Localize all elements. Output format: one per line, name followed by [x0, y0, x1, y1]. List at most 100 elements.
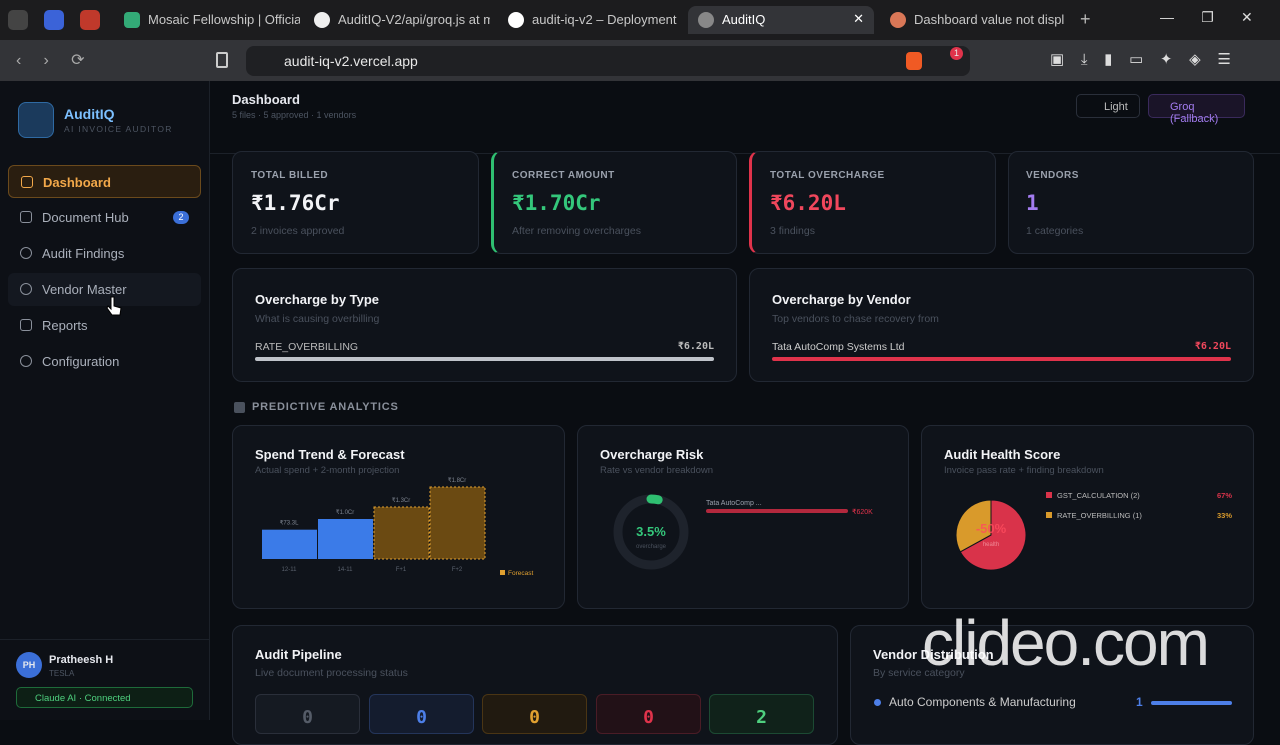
window-controls[interactable]: — ❐ ✕ [1160, 9, 1253, 25]
card-title: Audit Pipeline [255, 647, 342, 662]
vendor-bar [1151, 701, 1232, 705]
pie-caption: health [983, 542, 999, 548]
stat-label: CORRECT AMOUNT [512, 170, 615, 181]
item-amount: ₹6.20L [677, 341, 714, 352]
card-title: Overcharge Risk [600, 447, 704, 462]
pipeline-count: 0 [482, 694, 587, 734]
x-tick-label: 14-11 [338, 567, 354, 573]
overcharge-vendor-card: Overcharge by Vendor Top vendors to chas… [749, 268, 1254, 382]
stat-label: TOTAL BILLED [251, 170, 329, 181]
nav-label: Configuration [42, 354, 120, 369]
tab-active[interactable]: AuditIQ ✕ [688, 6, 874, 34]
stat-card: TOTAL BILLED ₹1.76Cr 2 invoices approved [232, 151, 479, 254]
stat-card: CORRECT AMOUNT ₹1.70Cr After removing ov… [491, 151, 737, 254]
divider [0, 639, 209, 640]
tab-title: Dashboard value not displ [914, 12, 1065, 27]
brave-icon[interactable] [906, 52, 922, 70]
nav-label: Audit Findings [42, 246, 125, 261]
tab[interactable]: audit-iq-v2 – Deployment [498, 6, 678, 34]
stat-value: ₹1.70Cr [512, 191, 601, 215]
bar [318, 519, 373, 559]
nav-item-active[interactable]: Dashboard [8, 165, 201, 198]
vendor-count: 1 [1136, 695, 1143, 709]
address-bar[interactable]: audit-iq-v2.vercel.app 1 [246, 46, 970, 76]
nav-item[interactable]: Vendor Master [8, 273, 201, 306]
card-subtitle: What is causing overbilling [255, 313, 380, 325]
nav-buttons[interactable]: ‹ › ⟳ [16, 52, 85, 69]
bar-label: ₹1.3Cr [392, 497, 411, 504]
menu-icon[interactable] [8, 10, 28, 30]
health-chart: GST_CALCULATION (2) 67% RATE_OVERBILLING (… [955, 491, 1232, 571]
model-pill[interactable]: Groq (Fallback) [1148, 94, 1245, 125]
tab[interactable]: Mosaic Fellowship | Official [114, 6, 300, 34]
card-title: Overcharge by Vendor [772, 292, 911, 307]
tagline: AI INVOICE AUDITOR [64, 124, 173, 134]
x-tick-label: F+2 [452, 567, 463, 573]
vendor-name: Auto Components & Manufacturing [889, 695, 1076, 709]
legend-value: 33% [1217, 511, 1232, 520]
tab-title: AuditIQ-V2/api/groq.js at m [338, 12, 490, 27]
pipeline-count: 0 [255, 694, 360, 734]
stat-note: After removing overcharges [512, 225, 641, 237]
nav-label: Reports [42, 318, 88, 333]
tab-title: Mosaic Fellowship | Official [148, 12, 300, 27]
status: Claude AI · Connected [35, 693, 131, 704]
vendor-bar [706, 509, 848, 513]
close-icon[interactable]: ✕ [853, 11, 864, 26]
page-title: Dashboard [232, 92, 300, 107]
risk-chart: 3.5% overcharge Tata AutoComp ... ₹620K [613, 494, 873, 570]
pie-slice [959, 499, 1027, 571]
legend-dot [874, 699, 881, 706]
card-title: Audit Health Score [944, 447, 1061, 462]
card-subtitle: Invoice pass rate + finding breakdown [944, 465, 1104, 476]
bar [373, 506, 430, 560]
pinned-tab[interactable] [80, 10, 100, 30]
avatar: PH [16, 652, 42, 678]
theme-toggle[interactable]: Light [1076, 94, 1140, 118]
new-tab[interactable]: + [1080, 9, 1091, 29]
bookmark-icon[interactable] [216, 52, 228, 68]
nav-label: Dashboard [43, 175, 111, 190]
tab[interactable]: Dashboard value not displ [880, 6, 1066, 34]
stat-value: 1 [1026, 191, 1039, 215]
app-name: AuditIQ [64, 106, 115, 122]
user-org: TESLA [49, 669, 75, 678]
pinned-tab[interactable] [44, 10, 64, 30]
nav-item[interactable]: Document Hub 2 [8, 201, 201, 234]
nav-item[interactable]: Audit Findings [8, 237, 201, 270]
pipeline-count: 2 [709, 694, 814, 734]
vendor-label: Tata AutoComp ... [706, 500, 762, 507]
card-subtitle: Live document processing status [255, 667, 408, 679]
item-name: Tata AutoComp Systems Ltd [772, 341, 905, 353]
tab-strip: Mosaic Fellowship | Official AuditIQ-V2/… [0, 0, 1280, 40]
stat-note: 2 invoices approved [251, 225, 345, 237]
card-title: Overcharge by Type [255, 292, 380, 307]
nav-item[interactable]: Configuration [8, 345, 201, 378]
tab-title: audit-iq-v2 – Deployment [532, 12, 677, 27]
divider [210, 153, 1280, 154]
bar-label: ₹1.8Cr [448, 477, 467, 484]
legend-swatch [500, 570, 505, 575]
bar [429, 486, 486, 560]
tab-title: AuditIQ [722, 12, 766, 27]
card-subtitle: By service category [873, 667, 965, 679]
bar-label: ₹73.3L [280, 520, 299, 527]
progress-bar [772, 357, 1231, 361]
risk-card: Overcharge Risk Rate vs vendor breakdown… [577, 425, 909, 609]
health-card: Audit Health Score Invoice pass rate + f… [921, 425, 1254, 609]
legend-label: GST_CALCULATION (2) [1057, 491, 1140, 500]
stat-note: 1 categories [1026, 225, 1084, 237]
nav-item[interactable]: Reports [8, 309, 201, 342]
card-subtitle: Actual spend + 2-month projection [255, 465, 400, 476]
legend-label: RATE_OVERBILLING (1) [1057, 511, 1142, 520]
x-tick-label: 12-11 [282, 567, 298, 573]
toolbar-icons[interactable]: ▣ ⤓ ▮ ▭ ✦ ◈ ☰ [1050, 51, 1231, 68]
stat-card: TOTAL OVERCHARGE ₹6.20L 3 findings [749, 151, 996, 254]
bar [262, 529, 317, 559]
tab[interactable]: AuditIQ-V2/api/groq.js at m [304, 6, 490, 34]
pipeline-count: 0 [369, 694, 474, 734]
legend-swatch [1046, 492, 1052, 498]
item-name: RATE_OVERBILLING [255, 341, 359, 353]
section-title: PREDICTIVE ANALYTICS [252, 401, 399, 413]
